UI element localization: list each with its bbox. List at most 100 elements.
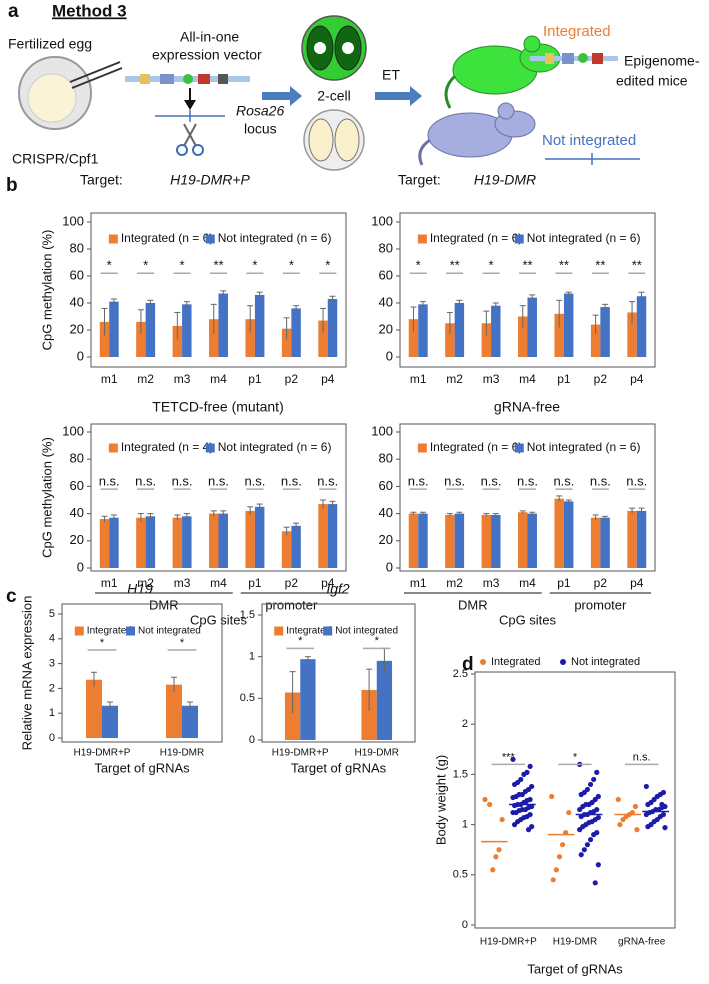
vector-segment xyxy=(160,74,174,84)
y-tick-label: 3 xyxy=(49,658,55,670)
legend-swatch xyxy=(108,234,118,244)
y-tick-label: 80 xyxy=(379,240,393,255)
data-point xyxy=(584,842,591,848)
data-point xyxy=(559,842,566,848)
y-tick-label: 0 xyxy=(462,919,468,931)
bar xyxy=(518,512,528,568)
y-tick-label: 1.5 xyxy=(453,768,468,780)
significance-label: * xyxy=(416,258,421,273)
egg-yolk xyxy=(27,73,77,123)
bar xyxy=(284,692,301,740)
mouse-green xyxy=(444,35,561,109)
y-tick-label: 60 xyxy=(379,267,393,282)
significance-label: * xyxy=(252,258,257,273)
x-tick-label: p4 xyxy=(630,372,644,386)
data-point xyxy=(499,816,505,823)
y-tick-label: 0.5 xyxy=(453,869,468,881)
x-tick-label: H19-DMR xyxy=(553,937,597,948)
y-tick-label: 0 xyxy=(249,734,255,746)
vector-label: All-in-one xyxy=(180,29,239,45)
x-tick-label: m2 xyxy=(446,372,463,386)
data-point xyxy=(549,793,555,800)
plot-frame xyxy=(61,603,223,743)
bar xyxy=(182,304,192,357)
y-tick-label: 20 xyxy=(379,321,393,336)
x-axis-label: Target of gRNAs xyxy=(94,760,190,775)
nucleus xyxy=(314,42,326,54)
bar xyxy=(102,705,118,738)
bar xyxy=(136,517,146,568)
mouse-tail xyxy=(418,138,431,166)
scissor-handle xyxy=(192,144,204,156)
y-tick-label: 40 xyxy=(379,505,393,520)
y-tick-label: 40 xyxy=(70,505,84,520)
data-point xyxy=(490,867,496,873)
y-tick-label: 0 xyxy=(77,348,84,363)
bar xyxy=(408,319,419,357)
data-point xyxy=(645,801,651,808)
y-tick-label: 100 xyxy=(371,423,393,438)
bar xyxy=(627,312,637,357)
locus-label: locus xyxy=(244,121,277,137)
panel-label: d xyxy=(462,654,474,675)
bar xyxy=(166,684,182,738)
vector-segment xyxy=(562,53,574,64)
legend-label: Not integrated xyxy=(335,626,398,637)
bar xyxy=(454,303,465,357)
y-tick-label: 0.5 xyxy=(240,692,255,704)
significance-label: ** xyxy=(632,258,642,273)
data-point xyxy=(615,796,621,803)
x-tick-label: p1 xyxy=(557,372,571,386)
legend-swatch xyxy=(323,626,333,636)
transfer-label: ET xyxy=(382,67,400,83)
legend-swatch xyxy=(126,626,135,636)
mouse-tail xyxy=(444,74,457,109)
y-tick-label: 4 xyxy=(49,633,55,645)
legend-swatch xyxy=(514,443,524,453)
y-tick-label: 1 xyxy=(462,819,468,831)
x-tick-label: p4 xyxy=(630,576,644,590)
x-axis-label: CpG sites xyxy=(190,612,248,627)
chart-title: H19 xyxy=(127,581,153,597)
group-label: DMR xyxy=(458,597,488,612)
significance-label: * xyxy=(180,637,185,649)
x-tick-label: p1 xyxy=(248,576,262,590)
bar xyxy=(481,323,492,357)
legend-swatch xyxy=(480,659,486,665)
data-point xyxy=(553,867,559,873)
y-tick-label: 100 xyxy=(62,213,84,228)
group-label: promoter xyxy=(265,597,318,612)
legend-label: Integrated (n = 6) xyxy=(430,231,522,245)
panel-label: a xyxy=(8,1,19,22)
injection-needle xyxy=(71,67,123,89)
legend-label: Integrated xyxy=(491,656,541,668)
data-point xyxy=(587,837,594,843)
y-tick-label: 60 xyxy=(379,478,393,493)
scissor-blade xyxy=(183,123,197,147)
y-tick-label: 1 xyxy=(249,651,255,663)
data-point xyxy=(482,796,488,803)
y-tick-label: 80 xyxy=(70,240,84,255)
bar xyxy=(145,516,156,568)
mouse-ear xyxy=(497,102,515,120)
vector-segment xyxy=(198,74,210,84)
data-point xyxy=(645,824,651,830)
bar xyxy=(254,506,265,568)
y-tick-label: 2 xyxy=(49,682,55,694)
y-axis-label: CpG methylation (%) xyxy=(39,230,54,351)
bar xyxy=(600,307,610,357)
data-point xyxy=(587,781,594,788)
x-tick-label: H19-DMR xyxy=(160,748,204,759)
bar xyxy=(376,660,393,740)
bar xyxy=(600,517,610,568)
bar xyxy=(254,294,265,357)
arrow xyxy=(262,86,302,106)
legend-swatch xyxy=(74,626,84,636)
data-point xyxy=(566,809,572,816)
significance-label: *** xyxy=(502,751,516,763)
data-point xyxy=(510,794,516,801)
legend-label: Integrated (n = 6) xyxy=(121,231,213,245)
bar xyxy=(218,293,228,357)
data-point xyxy=(578,791,584,798)
